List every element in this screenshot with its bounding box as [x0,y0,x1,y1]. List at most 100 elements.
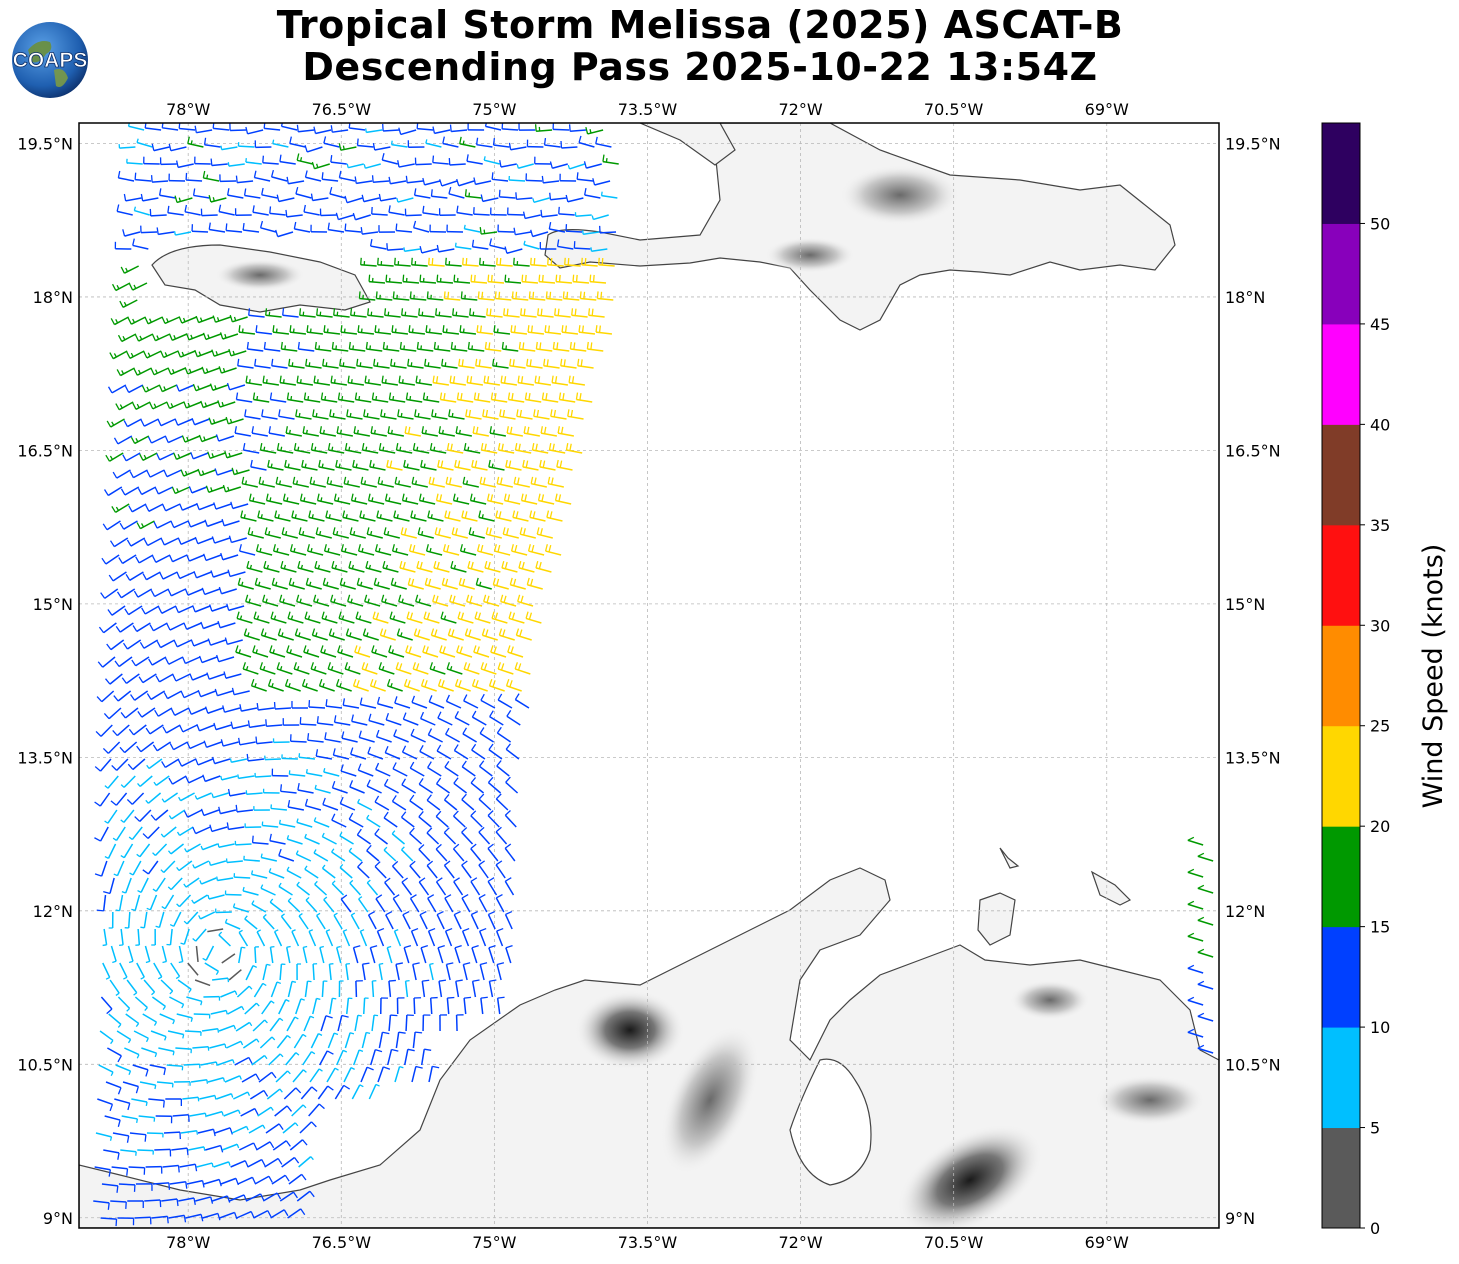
wind-barb [378,962,384,981]
wind-barb [522,211,541,220]
wind-barb [248,493,266,505]
wind-barb [514,693,530,709]
wind-barb [286,176,305,185]
wind-barb [471,459,488,471]
wind-barb [369,945,378,964]
wind-barb [194,792,212,800]
wind-barb [420,459,437,471]
wind-barb [129,1132,147,1142]
lon-tick-bottom: 76.5°W [312,1233,372,1252]
wind-barb [211,349,230,357]
wind-barb [395,662,412,675]
wind-barb [437,678,454,692]
wind-barb [210,1009,228,1015]
title-line-2: Descending Pass 2025-10-22 13:54Z [302,45,1098,89]
wind-barb [119,741,138,754]
wind-barb [209,824,228,833]
wind-barb [346,409,363,420]
wind-barb [386,459,403,471]
wind-barb [262,1192,282,1202]
wind-barb [254,577,271,590]
wind-barb [238,544,256,556]
wind-barb [296,594,313,607]
wind-barb [383,846,397,862]
wind-barb [333,912,343,930]
wind-barb [208,417,227,425]
wind-barb [392,894,403,913]
wind-barb [461,793,475,811]
wind-barb [505,945,513,964]
wind-barb [145,724,164,735]
wind-barb [202,945,215,961]
wind-barb [300,1086,318,1100]
lat-tick-left: 9°N [43,1209,73,1228]
wind-barb [361,1031,371,1049]
wind-barb [428,962,434,981]
wind-barb [301,459,318,471]
wind-barb [1187,836,1204,846]
wind-barb [437,459,454,471]
wind-barb [257,1106,274,1117]
wind-barb [396,628,413,641]
wind-barb [448,186,465,199]
wind-barb [123,193,142,202]
wind-barb [298,527,315,539]
wind-barb [103,486,123,497]
wind-barb [160,537,180,546]
wind-barb [445,257,462,267]
wind-barb [455,1014,464,1032]
wind-barb [492,358,509,369]
wind-barb [398,127,417,136]
wind-barb [335,212,354,221]
wind-barb [134,996,148,1012]
wind-barb [111,282,131,292]
wind-barb [438,208,456,216]
wind-barb [369,1049,383,1066]
terrain-shading [215,165,1205,1228]
wind-barb [129,469,148,479]
wind-barb [286,866,302,879]
wind-barb [399,560,416,573]
wind-barb [409,761,425,777]
wind-barb [398,594,415,607]
wind-barb [152,554,171,563]
wind-barb [538,274,556,284]
wind-barb [409,894,420,913]
wind-barb [209,383,229,391]
wind-barb [280,784,297,794]
wind-barb [530,476,547,488]
wind-barb [540,426,557,437]
wind-barb [436,274,454,284]
wind-barb [418,777,433,794]
wind-barb [452,308,469,318]
wind-barb [1187,996,1204,1006]
wind-barb [573,241,591,250]
wind-barb [404,208,422,217]
wind-barb [405,392,423,403]
wind-barb [315,912,326,930]
wind-barb [540,209,558,218]
wind-barb [510,325,528,335]
wind-barb [173,639,193,648]
wind-barb [352,1049,364,1066]
wind-barb [410,728,426,743]
wind-barb [203,1178,222,1187]
wind-barb [404,426,421,437]
wind-barb [116,1030,132,1044]
wind-barb [581,257,598,267]
wind-barb [347,594,364,607]
wind-barb [499,159,517,168]
wind-barb [151,1215,169,1224]
wind-barb [103,877,115,895]
wind-barb [100,588,119,599]
wind-barb [361,194,380,203]
wind-barb [398,375,416,386]
wind-barb [314,560,331,573]
wind-barb [558,206,575,216]
wind-barb [293,442,311,454]
wind-barb [523,426,540,437]
wind-barb [361,662,378,675]
wind-barb [371,1014,379,1032]
wind-barb [301,678,318,692]
wind-barb [544,325,562,335]
